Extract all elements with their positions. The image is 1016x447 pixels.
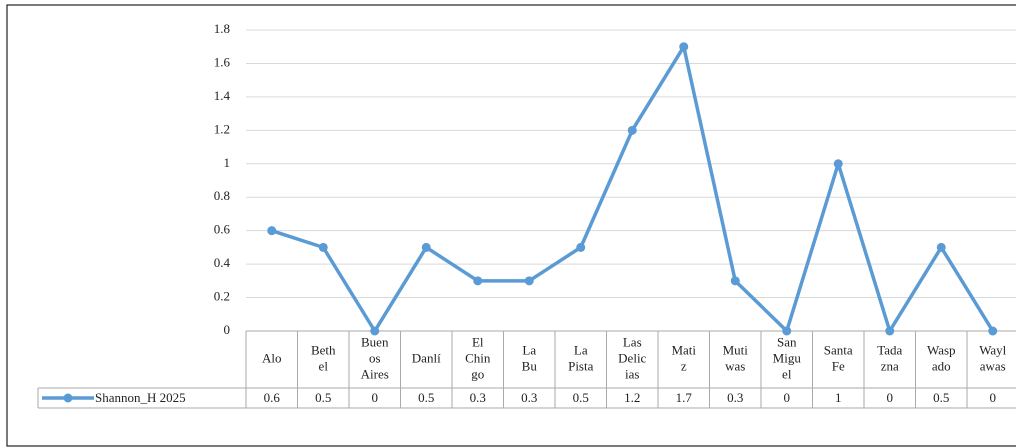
point <box>988 326 998 336</box>
y-tick-label: 1.8 <box>214 21 230 36</box>
point <box>576 242 586 252</box>
point <box>524 276 534 286</box>
point <box>730 276 740 286</box>
y-tick-label: 1 <box>224 155 231 170</box>
table-value: 1.2 <box>624 390 640 405</box>
point <box>421 242 431 252</box>
table-value: 0.5 <box>933 390 949 405</box>
x-tick-label: El Chin go <box>465 334 491 381</box>
x-tick-label: Danlí <box>412 350 441 365</box>
legend-marker <box>63 393 73 403</box>
x-tick-label: Las Delic ias <box>618 334 646 381</box>
point <box>833 159 843 169</box>
table-value: 0.3 <box>470 390 486 405</box>
x-tick-label: Alo <box>262 350 282 365</box>
x-tick-label: Tada zna <box>877 342 902 373</box>
chart-border <box>6 4 1016 447</box>
table-value: 1 <box>835 390 842 405</box>
y-tick-label: 0.4 <box>214 255 231 270</box>
table-value: 0 <box>372 390 379 405</box>
x-tick-label: Wayl awas <box>979 342 1006 373</box>
y-tick-label: 0.8 <box>214 188 230 203</box>
table-value: 0.3 <box>521 390 537 405</box>
table-value: 1.7 <box>676 390 693 405</box>
point <box>679 42 689 52</box>
legend-label: Shannon_H 2025 <box>95 390 186 405</box>
point <box>627 125 637 135</box>
y-tick-label: 0 <box>224 322 231 337</box>
y-tick-label: 1.2 <box>214 121 230 136</box>
x-tick-label: La Pista <box>568 342 594 373</box>
table-value: 0.5 <box>573 390 589 405</box>
x-tick-label: Santa Fe <box>824 342 853 373</box>
point <box>936 242 946 252</box>
point <box>473 276 483 286</box>
y-tick-label: 1.4 <box>214 88 231 103</box>
point <box>885 326 895 336</box>
point <box>782 326 792 336</box>
x-tick-label: San Migu el <box>773 334 802 381</box>
y-tick-label: 0.2 <box>214 289 230 304</box>
x-tick-label: Buen os Aires <box>361 334 389 381</box>
table-value: 0.5 <box>418 390 434 405</box>
table-value: 0.3 <box>727 390 743 405</box>
x-tick-label: Wasp ado <box>927 342 956 373</box>
point <box>318 242 328 252</box>
y-tick-label: 1.6 <box>214 54 231 69</box>
x-tick-label: Muti was <box>723 342 749 373</box>
table-value: 0 <box>887 390 894 405</box>
point <box>370 326 380 336</box>
table-value: 0 <box>784 390 791 405</box>
y-tick-label: 0.6 <box>214 222 231 237</box>
x-tick-label: Mati z <box>671 342 696 373</box>
table-value: 0.5 <box>315 390 331 405</box>
x-tick-label: Beth el <box>311 342 336 373</box>
table-value: 0 <box>990 390 997 405</box>
x-tick-label: La Bu <box>522 342 538 373</box>
point <box>267 226 277 236</box>
table-value: 0.6 <box>264 390 281 405</box>
